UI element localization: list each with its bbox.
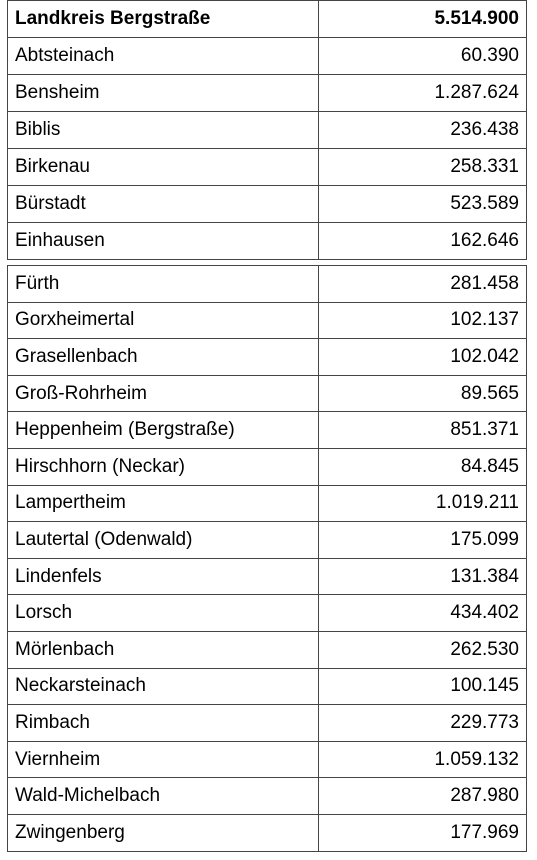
table-row: Neckarsteinach 100.145 — [7, 667, 527, 706]
value-cell: 258.331 — [318, 148, 527, 186]
value-cell: 60.390 — [318, 37, 527, 75]
value-cell: 131.384 — [318, 557, 527, 596]
value-cell: 5.514.900 — [318, 0, 527, 38]
municipality-name: Biblis — [7, 111, 319, 149]
table-row: Rimbach 229.773 — [7, 704, 527, 742]
table-row: Bürstadt 523.589 — [7, 185, 527, 223]
municipality-name: Groß-Rohrheim — [7, 374, 319, 413]
value-cell: 287.980 — [318, 777, 527, 815]
table-row: Abtsteinach 60.390 — [7, 37, 527, 75]
table-row: Einhausen 162.646 — [7, 222, 527, 260]
table-row: Zwingenberg 177.969 — [7, 813, 527, 852]
municipality-name: Viernheim — [7, 740, 319, 779]
municipality-name: Lautertal (Odenwald) — [7, 521, 319, 559]
municipality-name: Birkenau — [7, 148, 319, 186]
municipality-name: Hirschhorn (Neckar) — [7, 447, 319, 486]
municipality-name: Mörlenbach — [7, 630, 319, 669]
municipality-name: Zwingenberg — [7, 813, 319, 852]
municipality-name: Bürstadt — [7, 185, 319, 223]
municipality-name: Landkreis Bergstraße — [7, 0, 319, 38]
value-cell: 236.438 — [318, 111, 527, 149]
table-row: Lampertheim 1.019.211 — [7, 484, 527, 523]
value-cell: 1.019.211 — [318, 484, 527, 523]
value-cell: 89.565 — [318, 374, 527, 413]
municipality-name: Fürth — [7, 265, 319, 303]
municipality-name: Lindenfels — [7, 557, 319, 596]
table-row: Gorxheimertal 102.137 — [7, 301, 527, 340]
table-row: Grasellenbach 102.042 — [7, 338, 527, 376]
municipality-name: Heppenheim (Bergstraße) — [7, 411, 319, 449]
municipality-name: Neckarsteinach — [7, 667, 319, 706]
table-row: Bensheim 1.287.624 — [7, 74, 527, 112]
municipality-name: Grasellenbach — [7, 338, 319, 376]
value-cell: 262.530 — [318, 630, 527, 669]
value-cell: 102.042 — [318, 338, 527, 376]
municipality-name: Lorsch — [7, 594, 319, 632]
municipality-name: Einhausen — [7, 222, 319, 260]
value-cell: 229.773 — [318, 704, 527, 742]
table-row: Groß-Rohrheim 89.565 — [7, 374, 527, 413]
value-cell: 281.458 — [318, 265, 527, 303]
table-row: Lautertal (Odenwald) 175.099 — [7, 521, 527, 559]
municipality-name: Abtsteinach — [7, 37, 319, 75]
value-cell: 102.137 — [318, 301, 527, 340]
value-cell: 100.145 — [318, 667, 527, 706]
municipality-name: Wald-Michelbach — [7, 777, 319, 815]
value-cell: 1.287.624 — [318, 74, 527, 112]
table-row: Mörlenbach 262.530 — [7, 630, 527, 669]
value-cell: 162.646 — [318, 222, 527, 260]
municipality-name: Gorxheimertal — [7, 301, 319, 340]
value-cell: 177.969 — [318, 813, 527, 852]
table-row: Biblis 236.438 — [7, 111, 527, 149]
value-cell: 175.099 — [318, 521, 527, 559]
value-cell: 434.402 — [318, 594, 527, 632]
table-row: Birkenau 258.331 — [7, 148, 527, 186]
table-row: Wald-Michelbach 287.980 — [7, 777, 527, 815]
table-row: Lorsch 434.402 — [7, 594, 527, 632]
municipality-name: Lampertheim — [7, 484, 319, 523]
municipality-name: Bensheim — [7, 74, 319, 112]
value-cell: 523.589 — [318, 185, 527, 223]
value-cell: 851.371 — [318, 411, 527, 449]
value-cell: 1.059.132 — [318, 740, 527, 779]
table-row: Fürth 281.458 — [7, 265, 527, 303]
table-row: Hirschhorn (Neckar) 84.845 — [7, 447, 527, 486]
table-row: Viernheim 1.059.132 — [7, 740, 527, 779]
municipality-name: Rimbach — [7, 704, 319, 742]
table: Landkreis Bergstraße 5.514.900 Abtsteinach… — [7, 0, 527, 260]
table: Fürth 281.458 Gorxheimertal 102.137 Graselle… — [7, 265, 527, 852]
table-row: Lindenfels 131.384 — [7, 557, 527, 596]
table-row: Landkreis Bergstraße 5.514.900 — [7, 0, 527, 38]
value-cell: 84.845 — [318, 447, 527, 486]
table-row: Heppenheim (Bergstraße) 851.371 — [7, 411, 527, 449]
